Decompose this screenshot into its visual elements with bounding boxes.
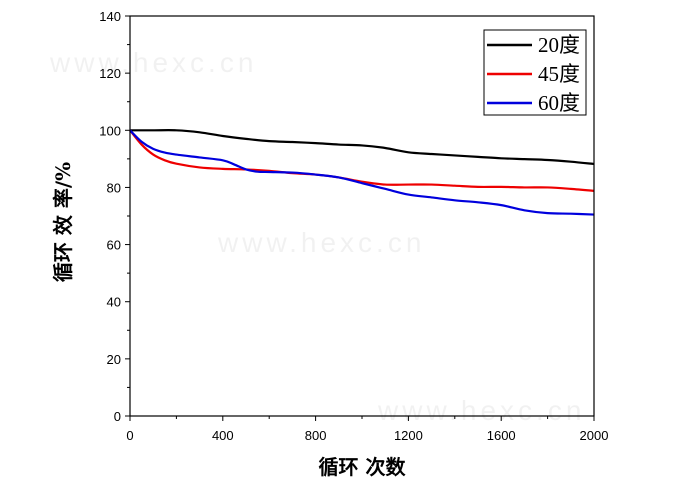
x-tick-label: 1600	[487, 428, 516, 443]
watermark-layer: www.hexc.cn www.hexc.cn www.hexc.cn	[49, 47, 585, 426]
x-tick-label: 400	[212, 428, 234, 443]
y-tick-label: 100	[99, 123, 121, 138]
x-tick-label: 800	[305, 428, 327, 443]
y-tick-label: 80	[107, 180, 121, 195]
legend: 20度 45度 60度	[483, 29, 587, 116]
watermark-top: www.hexc.cn	[49, 47, 257, 78]
x-tick-label: 0	[126, 428, 133, 443]
x-tick-label: 1200	[394, 428, 423, 443]
y-tick-label: 120	[99, 66, 121, 81]
legend-label-2: 45度	[538, 62, 580, 86]
watermark-bottom: www.hexc.cn	[377, 395, 585, 426]
series-line-2	[129, 129, 595, 192]
legend-label-3: 60度	[538, 91, 580, 115]
legend-label-1: 20度	[538, 33, 580, 57]
y-tick-label: 20	[107, 352, 121, 367]
watermark-middle: www.hexc.cn	[217, 227, 425, 258]
series-layer	[129, 129, 595, 216]
series-line-1	[129, 129, 595, 166]
y-tick-label: 60	[107, 238, 121, 253]
series-line-3	[129, 129, 595, 216]
y-tick-label: 40	[107, 295, 121, 310]
y-tick-label: 0	[114, 409, 121, 424]
y-axis: 0 20 40 60 80 100 120 140	[99, 9, 130, 424]
x-axis: 0 400 800 1200 1600 2000	[126, 416, 608, 443]
y-axis-title: 循环 效 率/%	[51, 162, 75, 282]
x-axis-title: 循环 次数	[319, 455, 407, 479]
y-tick-label: 140	[99, 9, 121, 24]
x-tick-label: 2000	[580, 428, 609, 443]
